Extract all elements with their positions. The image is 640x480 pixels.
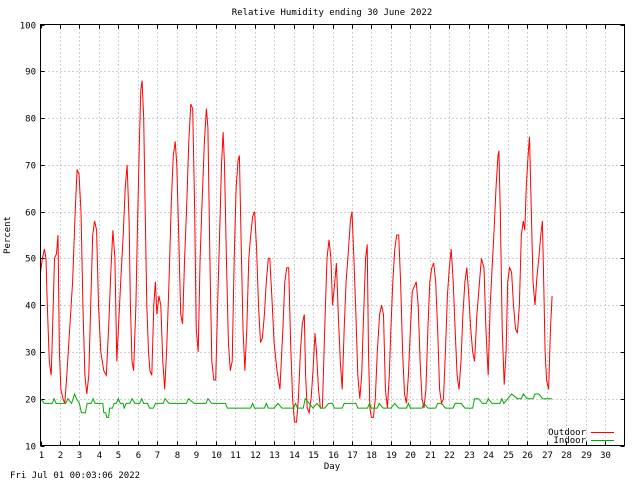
- x-tick-label: 26: [522, 451, 533, 461]
- y-tick-label: 10: [25, 443, 36, 453]
- legend-label-indoor: Indoor: [553, 436, 586, 446]
- x-tick-label: 1: [39, 451, 44, 461]
- series-line-indoor: [40, 392, 553, 418]
- x-tick-label: 4: [97, 451, 102, 461]
- series-line-outdoor: [40, 80, 553, 423]
- chart-title: Relative Humidity ending 30 June 2022: [232, 8, 432, 18]
- y-axis-ticks: 10 20 30 40 50 60 70 80 90 100: [20, 22, 625, 453]
- x-tick-label: 13: [269, 451, 280, 461]
- x-tick-label: 16: [328, 451, 339, 461]
- y-tick-label: 60: [25, 209, 36, 219]
- x-axis-ticks: 1 2 3 4 5 6 7 8 9 10 11 12 13 14 15 16 17 18 19 20 21 22 23 24 2…: [39, 24, 611, 461]
- x-tick-label: 30: [600, 451, 611, 461]
- x-tick-label: 22: [444, 451, 455, 461]
- x-tick-label: 27: [542, 451, 553, 461]
- legend-label-outdoor: Outdoor: [548, 428, 587, 438]
- x-tick-label: 21: [425, 451, 436, 461]
- x-tick-label: 11: [230, 451, 241, 461]
- series-layer: [40, 80, 553, 423]
- x-tick-label: 20: [405, 451, 416, 461]
- x-tick-label: 3: [77, 451, 82, 461]
- x-tick-label: 8: [175, 451, 180, 461]
- y-tick-label: 80: [25, 115, 36, 125]
- x-tick-label: 15: [308, 451, 319, 461]
- x-tick-label: 10: [211, 451, 222, 461]
- y-tick-label: 20: [25, 396, 36, 406]
- y-tick-label: 90: [25, 68, 36, 78]
- x-tick-label: 5: [116, 451, 121, 461]
- x-tick-label: 14: [289, 451, 300, 461]
- x-tick-label: 24: [483, 451, 494, 461]
- y-tick-label: 50: [25, 255, 36, 265]
- y-axis-label: Percent: [3, 216, 13, 254]
- x-tick-label: 23: [464, 451, 475, 461]
- x-tick-label: 2: [58, 451, 63, 461]
- y-tick-label: 30: [25, 349, 36, 359]
- x-tick-label: 28: [561, 451, 572, 461]
- x-tick-label: 9: [194, 451, 199, 461]
- y-tick-label: 100: [20, 22, 36, 32]
- x-tick-label: 18: [366, 451, 377, 461]
- x-tick-label: 29: [581, 451, 592, 461]
- x-tick-label: 12: [250, 451, 261, 461]
- y-tick-label: 40: [25, 302, 36, 312]
- x-tick-label: 17: [347, 451, 358, 461]
- y-tick-label: 70: [25, 162, 36, 172]
- plot-frame: [40, 24, 625, 446]
- grid: [40, 24, 625, 446]
- x-axis-label: Day: [324, 462, 341, 472]
- footer-timestamp: Fri Jul 01 00:03:06 2022: [10, 471, 140, 480]
- x-tick-label: 19: [386, 451, 397, 461]
- x-tick-label: 7: [155, 451, 160, 461]
- x-tick-label: 6: [136, 451, 141, 461]
- x-tick-label: 25: [503, 451, 514, 461]
